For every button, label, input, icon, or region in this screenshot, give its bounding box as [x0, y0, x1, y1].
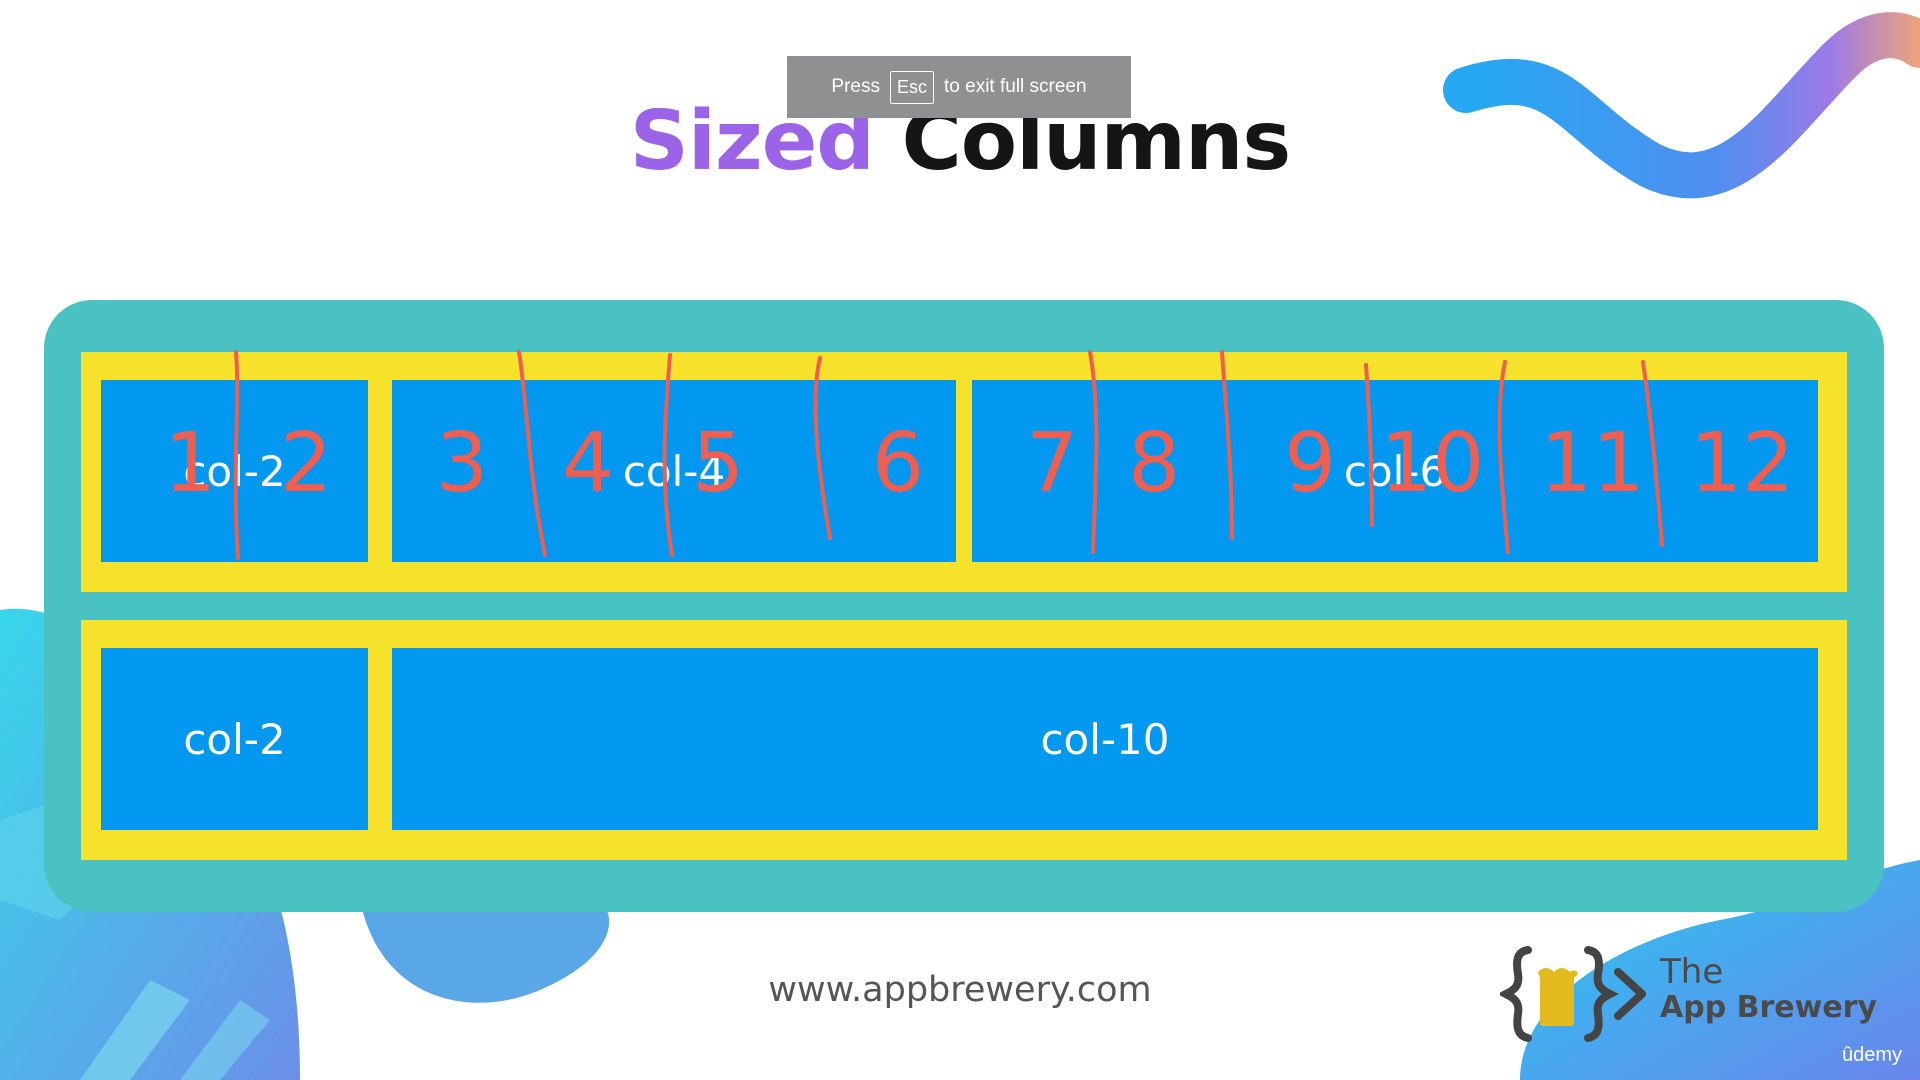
- website-url: www.appbrewery.com: [768, 970, 1152, 1010]
- logo-line-the: The: [1660, 952, 1724, 992]
- annotation-number-8: 8: [1128, 416, 1181, 511]
- logo-text: The App Brewery: [1660, 954, 1877, 1026]
- annotation-number-2: 2: [280, 416, 333, 511]
- column-col-10: col-10: [392, 648, 1818, 830]
- esc-key-badge: Esc: [889, 70, 934, 104]
- logo-line-app-brewery: App Brewery: [1660, 990, 1878, 1025]
- annotation-number-4: 4: [562, 416, 615, 511]
- annotation-number-11: 11: [1540, 416, 1645, 511]
- annotation-number-3: 3: [436, 416, 489, 511]
- annotation-number-9: 9: [1284, 416, 1337, 511]
- app-brewery-logo: The App Brewery: [1500, 944, 1880, 1044]
- annotation-number-7: 7: [1026, 416, 1079, 511]
- column-col-2: col-2: [101, 648, 368, 830]
- fullscreen-exit-banner: Press Esc to exit full screen: [787, 56, 1131, 118]
- annotation-number-12: 12: [1690, 416, 1795, 511]
- banner-message-text: to exit full screen: [944, 76, 1087, 97]
- braces-beer-icon: [1500, 946, 1646, 1042]
- grid-row-2: col-2 col-10: [81, 620, 1847, 860]
- column-col-6: col-6: [972, 380, 1818, 562]
- column-col-4: col-4: [392, 380, 956, 562]
- banner-press-text: Press: [831, 76, 880, 97]
- annotation-number-6: 6: [872, 416, 925, 511]
- annotation-number-5: 5: [692, 416, 745, 511]
- udemy-watermark: ûdemy: [1842, 1044, 1903, 1066]
- annotation-number-10: 10: [1380, 416, 1485, 511]
- annotation-number-1: 1: [164, 416, 217, 511]
